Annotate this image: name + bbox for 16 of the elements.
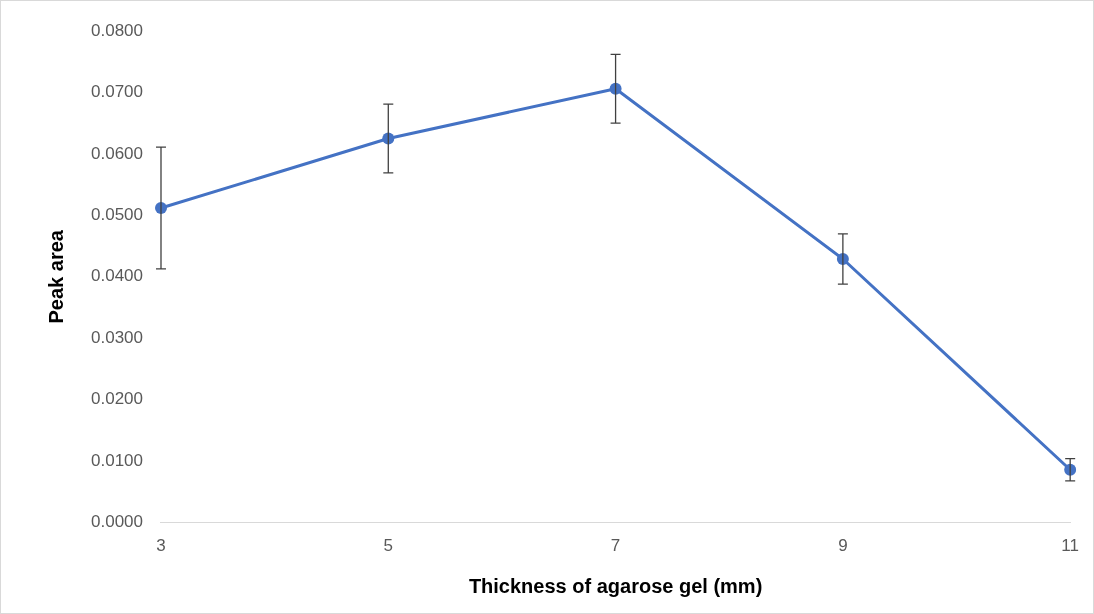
x-axis-title: Thickness of agarose gel (mm) <box>468 574 763 597</box>
y-tick-label: 0.0600 <box>91 143 143 163</box>
y-tick-label: 0.0800 <box>91 20 143 40</box>
y-tick-label: 0.0200 <box>91 389 143 409</box>
x-tick-label: 5 <box>383 536 394 556</box>
y-axis-title: Peak area <box>44 229 67 324</box>
y-tick-label: 0.0300 <box>91 327 143 347</box>
x-tick-label: 3 <box>156 536 166 556</box>
y-tick-label: 0.0000 <box>91 512 143 532</box>
x-tick-label: 9 <box>838 536 848 556</box>
y-tick-label: 0.0500 <box>91 205 143 225</box>
y-tick-label: 0.0400 <box>91 266 143 286</box>
x-tick-label: 11 <box>1061 536 1079 556</box>
x-tick-label: 7 <box>610 536 621 556</box>
y-tick-label: 0.0700 <box>91 82 143 102</box>
y-tick-label: 0.0100 <box>91 450 143 470</box>
